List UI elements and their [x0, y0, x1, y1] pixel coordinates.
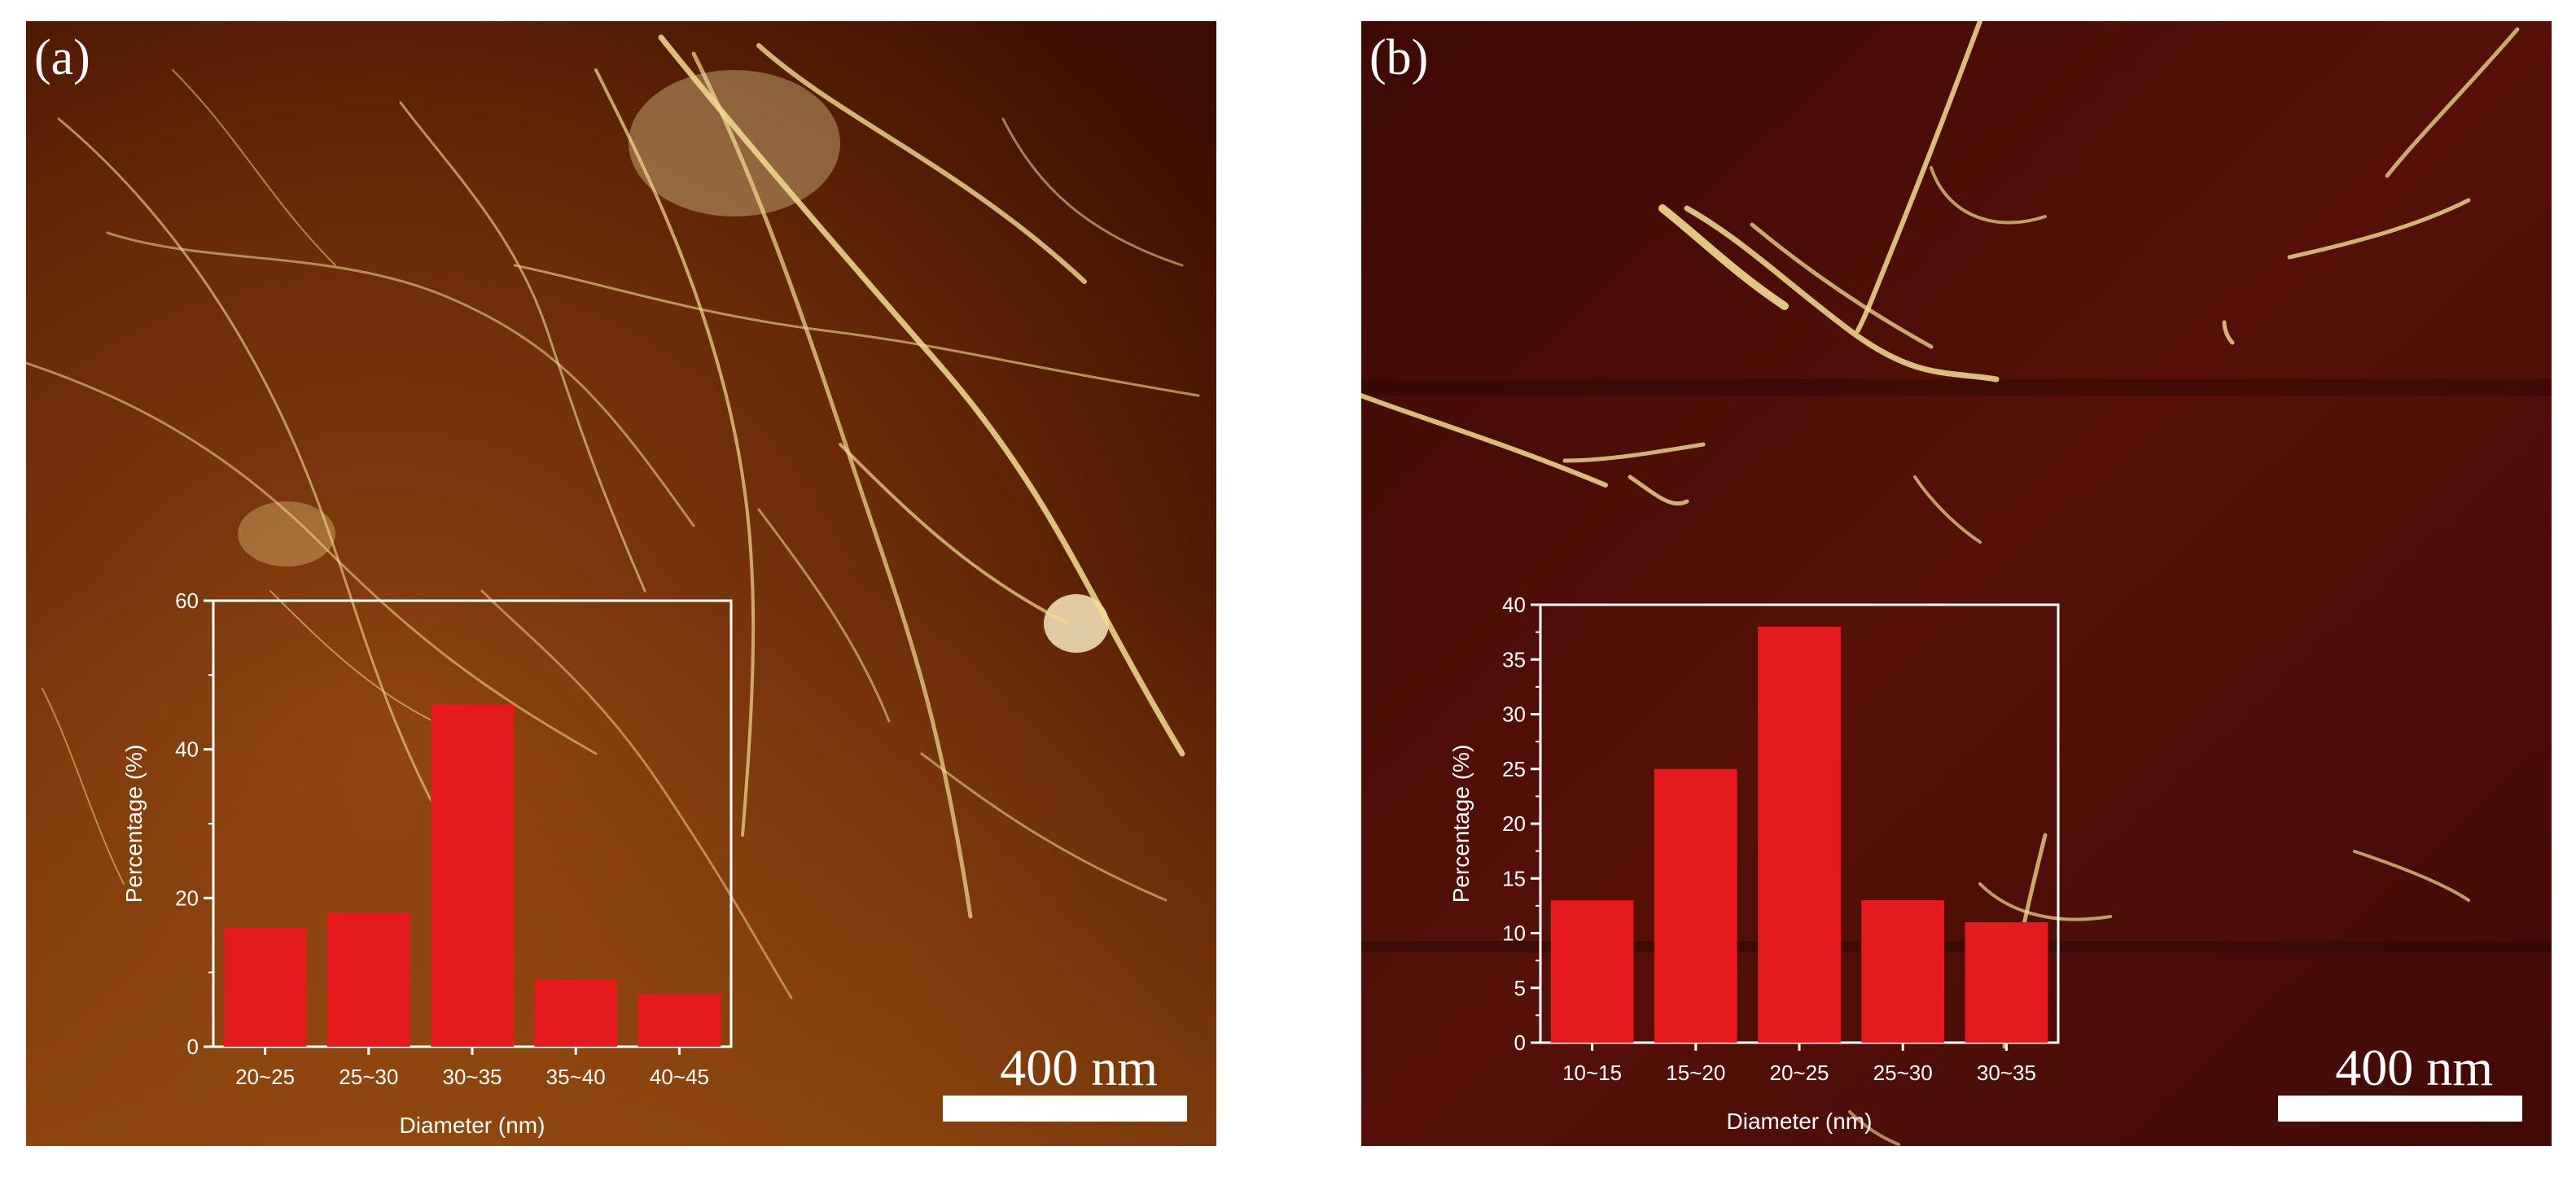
y-tick-label: 10 [1502, 921, 1526, 946]
afm-panel-b: (b) 10~15 15~20 20~25 25~30 30~35 0 5 10 15 20 25 3… [1361, 21, 2552, 1146]
x-tick-label: 20~25 [235, 1065, 295, 1089]
bar-30~35 [1965, 922, 2048, 1043]
histogram-chart-b: 10~15 15~20 20~25 25~30 30~35 0 5 10 15 20 25 30 35 4… [1448, 593, 2060, 1134]
bar-15~20 [1654, 768, 1737, 1043]
y-tick-label: 60 [175, 588, 199, 613]
x-tick-label: 35~40 [546, 1065, 606, 1089]
bar-30~35 [431, 704, 514, 1047]
bar-20~25 [223, 927, 307, 1047]
x-tick-label: 30~35 [1977, 1061, 2036, 1085]
y-tick-label: 25 [1502, 757, 1526, 781]
bar-20~25 [1758, 626, 1841, 1043]
y-axis-label: Percentage (%) [1448, 745, 1474, 903]
panel-label: (a) [34, 30, 90, 85]
y-tick-label: 0 [1514, 1030, 1526, 1055]
x-axis-label: Diameter (nm) [1727, 1109, 1873, 1134]
scale-bar-label: 400 nm [1000, 1039, 1158, 1096]
y-axis-label: Percentage (%) [121, 745, 147, 903]
x-axis-label: Diameter (nm) [400, 1113, 545, 1138]
y-tick-label: 5 [1514, 976, 1526, 1000]
afm-image-a [26, 21, 1216, 1146]
x-tick-label: 30~35 [442, 1065, 502, 1089]
x-tick-label: 10~15 [1562, 1061, 1622, 1085]
bar-10~15 [1550, 900, 1634, 1043]
y-tick-label: 35 [1502, 647, 1526, 671]
scale-bar-label: 400 nm [2335, 1039, 2493, 1096]
y-tick-label: 20 [1502, 811, 1526, 836]
y-tick-label: 40 [1502, 593, 1526, 617]
x-tick-label: 20~25 [1769, 1061, 1829, 1085]
y-tick-label: 40 [175, 737, 199, 762]
y-tick-label: 20 [175, 886, 199, 910]
y-tick-label: 15 [1502, 866, 1526, 890]
histogram-chart-a: 20~25 25~30 30~35 35~40 40~45 0 20 40 60 Diameter… [121, 588, 733, 1138]
scale-bar [943, 1096, 1187, 1122]
x-tick-label: 25~30 [1873, 1061, 1933, 1085]
scale-bar [2278, 1096, 2522, 1122]
afm-panel-a: (a) 20~25 25~30 30~35 35~40 40~45 0 20 40 60 Diam… [26, 21, 1216, 1146]
x-tick-label: 25~30 [339, 1065, 398, 1089]
bar-25~30 [1861, 900, 1945, 1043]
bar-35~40 [534, 979, 618, 1047]
bar-25~30 [326, 912, 410, 1047]
bar-40~45 [637, 995, 721, 1047]
panel-label: (b) [1369, 30, 1429, 85]
x-tick-label: 15~20 [1666, 1061, 1725, 1085]
x-tick-label: 40~45 [650, 1065, 709, 1089]
y-tick-label: 0 [187, 1034, 199, 1059]
y-tick-label: 30 [1502, 702, 1526, 727]
